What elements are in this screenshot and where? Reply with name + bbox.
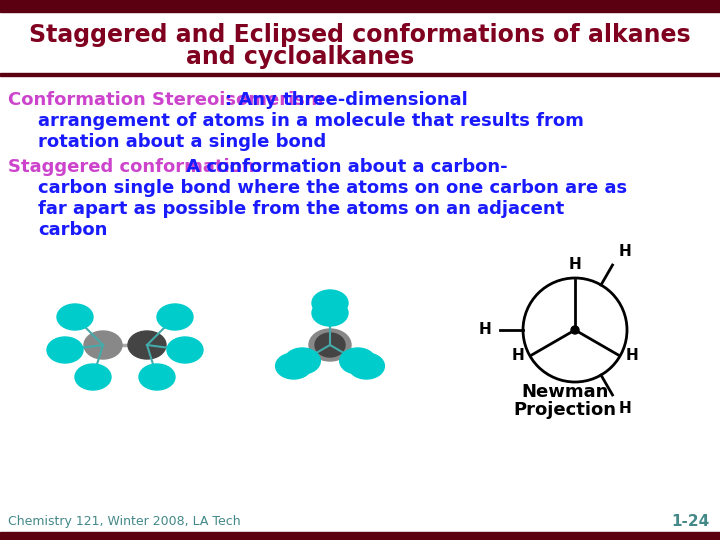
Circle shape (571, 326, 579, 334)
Text: Projection: Projection (513, 401, 616, 419)
Text: H: H (569, 257, 581, 272)
Text: carbon single bond where the atoms on one carbon are as: carbon single bond where the atoms on on… (38, 179, 627, 197)
Ellipse shape (315, 333, 345, 357)
Ellipse shape (284, 348, 320, 374)
Ellipse shape (276, 353, 312, 379)
Text: arrangement of atoms in a molecule that results from: arrangement of atoms in a molecule that … (38, 112, 584, 130)
Text: far apart as possible from the atoms on an adjacent: far apart as possible from the atoms on … (38, 200, 564, 218)
Ellipse shape (167, 337, 203, 363)
Text: Staggered and Eclipsed conformations of alkanes: Staggered and Eclipsed conformations of … (30, 23, 690, 47)
Text: and cycloalkanes: and cycloalkanes (186, 45, 414, 69)
Ellipse shape (309, 329, 351, 361)
Ellipse shape (312, 300, 348, 326)
Ellipse shape (157, 304, 193, 330)
Ellipse shape (57, 304, 93, 330)
Text: H: H (478, 322, 491, 338)
Ellipse shape (75, 364, 111, 390)
Text: A conformation about a carbon-: A conformation about a carbon- (180, 158, 508, 176)
Text: Newman: Newman (521, 383, 608, 401)
Bar (0, 73, 720, 76)
Text: 1-24: 1-24 (672, 515, 710, 530)
Circle shape (523, 278, 627, 382)
Text: Chemistry 121, Winter 2008, LA Tech: Chemistry 121, Winter 2008, LA Tech (8, 516, 240, 529)
Text: Staggered conformation:: Staggered conformation: (8, 158, 262, 176)
Text: H: H (511, 348, 524, 363)
Bar (0, 0, 720, 12)
Ellipse shape (312, 290, 348, 316)
Ellipse shape (348, 353, 384, 379)
Text: carbon: carbon (38, 221, 107, 239)
Text: : Any three-dimensional: : Any three-dimensional (225, 91, 468, 109)
Ellipse shape (47, 337, 83, 363)
Ellipse shape (84, 331, 122, 359)
Text: rotation about a single bond: rotation about a single bond (38, 133, 326, 151)
Text: Conformation Stereoisomerism: Conformation Stereoisomerism (8, 91, 323, 109)
Ellipse shape (139, 364, 175, 390)
Ellipse shape (340, 348, 376, 374)
Text: H: H (619, 401, 631, 416)
Text: H: H (619, 244, 631, 259)
Text: H: H (626, 348, 639, 363)
Bar (0, 532, 720, 540)
Ellipse shape (128, 331, 166, 359)
